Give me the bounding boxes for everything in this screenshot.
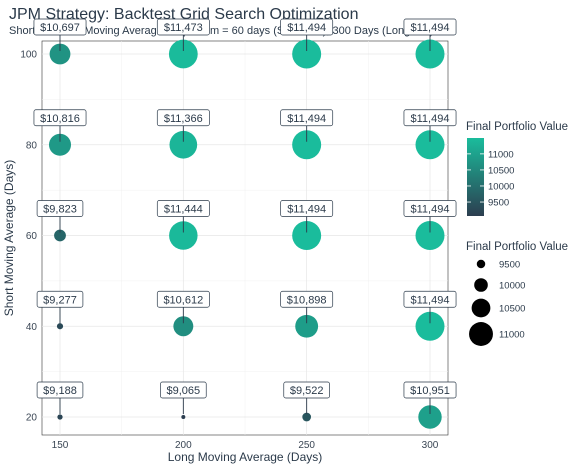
data-label: $10,612 xyxy=(163,294,203,306)
data-point xyxy=(48,133,72,156)
data-label-box xyxy=(160,381,207,399)
size-legend-title: Final Portfolio Value xyxy=(466,241,568,253)
data-point xyxy=(415,39,445,69)
data-point xyxy=(292,39,322,69)
data-label-box xyxy=(403,381,457,399)
color-legend-label: 10500 xyxy=(488,165,514,176)
data-label: $9,188 xyxy=(43,385,77,397)
y-tick-label: 40 xyxy=(26,322,38,333)
data-label: $11,494 xyxy=(287,22,326,34)
y-tick-label: 100 xyxy=(20,50,37,61)
data-label-box xyxy=(403,18,457,36)
size-legend-label: 10000 xyxy=(499,281,525,292)
size-legend: Final Portfolio Value 9500 10000 10500 1100… xyxy=(466,241,568,346)
data-label: $11,494 xyxy=(287,113,326,125)
data-point xyxy=(418,405,442,429)
data-label: $11,494 xyxy=(411,204,450,216)
y-tick-label: 20 xyxy=(26,413,38,424)
data-point xyxy=(302,412,312,422)
data-point xyxy=(292,130,322,160)
data-label-box xyxy=(403,290,457,308)
data-label-box xyxy=(33,18,87,36)
data-label: $11,494 xyxy=(411,22,450,34)
data-label-box xyxy=(280,200,334,217)
data-label-box xyxy=(156,18,210,36)
data-point xyxy=(56,323,64,330)
data-point xyxy=(57,414,63,420)
data-label-box xyxy=(283,381,330,399)
size-legend-key xyxy=(469,322,493,346)
y-axis-ticks: 20 40 60 80 100 xyxy=(20,50,37,424)
data-point xyxy=(415,130,445,160)
data-label: $9,065 xyxy=(167,385,201,397)
color-legend-label: 9500 xyxy=(488,198,509,209)
data-label: $11,494 xyxy=(287,204,326,216)
size-legend-label: 10500 xyxy=(499,304,525,315)
data-label: $11,494 xyxy=(411,113,450,125)
y-tick-label: 60 xyxy=(26,231,38,242)
color-legend-label: 10000 xyxy=(488,181,514,192)
data-label-box xyxy=(280,109,334,127)
data-points xyxy=(48,39,445,429)
data-point xyxy=(292,221,322,250)
y-axis-title: Short Moving Average (Days) xyxy=(2,160,16,317)
data-label-box xyxy=(403,109,457,127)
color-legend-bar xyxy=(467,138,484,216)
data-labels: $10,697 $11,473 $11,494 $11,494 $10,816 $11,3… xyxy=(33,18,457,414)
data-label: $11,444 xyxy=(164,204,203,216)
data-label: $10,951 xyxy=(410,385,450,397)
x-tick-label: 150 xyxy=(52,440,69,451)
data-label-box xyxy=(403,200,457,217)
data-label-box xyxy=(280,290,334,308)
x-tick-label: 200 xyxy=(175,440,192,451)
data-label-box xyxy=(156,109,210,127)
data-label-box xyxy=(36,381,84,399)
data-label: $10,816 xyxy=(40,113,80,125)
data-point xyxy=(169,221,198,250)
color-legend: Final Portfolio Value 9500 10000 10500 1100… xyxy=(466,121,568,216)
data-point xyxy=(49,43,71,65)
x-axis-title: Long Moving Average (Days) xyxy=(168,450,323,464)
data-label: $10,697 xyxy=(40,22,80,34)
grid-lines xyxy=(42,41,448,435)
data-label-box xyxy=(36,290,84,308)
data-point xyxy=(169,130,198,159)
data-label-box xyxy=(36,200,84,217)
data-point xyxy=(168,39,198,69)
y-tick-label: 80 xyxy=(26,140,38,151)
chart-title: JPM Strategy: Backtest Grid Search Optim… xyxy=(9,6,358,23)
data-point xyxy=(54,229,66,242)
size-legend-key xyxy=(471,298,491,318)
data-label: $9,277 xyxy=(43,294,77,306)
data-label-box xyxy=(33,109,87,127)
data-label-box xyxy=(280,18,334,36)
size-legend-key xyxy=(474,278,488,292)
color-legend-label: 11000 xyxy=(488,149,514,160)
data-label: $11,366 xyxy=(164,113,203,125)
data-label-box xyxy=(156,200,210,217)
data-point xyxy=(415,311,445,341)
x-axis-ticks: 150 200 250 300 xyxy=(52,440,439,451)
x-tick-label: 250 xyxy=(298,440,315,451)
data-point xyxy=(415,221,445,250)
data-label: $11,494 xyxy=(411,294,450,306)
data-label: $11,473 xyxy=(164,22,203,34)
data-label: $9,823 xyxy=(43,204,77,216)
x-tick-label: 300 xyxy=(422,440,439,451)
size-legend-key xyxy=(476,259,486,269)
data-point xyxy=(295,314,319,338)
color-legend-title: Final Portfolio Value xyxy=(466,121,568,133)
size-legend-label: 11000 xyxy=(499,330,525,341)
data-point xyxy=(173,316,194,337)
data-label-box xyxy=(156,290,210,308)
data-label: $10,898 xyxy=(287,294,327,306)
size-legend-label: 9500 xyxy=(499,260,520,271)
data-point xyxy=(181,415,186,419)
data-label: $9,522 xyxy=(290,385,324,397)
